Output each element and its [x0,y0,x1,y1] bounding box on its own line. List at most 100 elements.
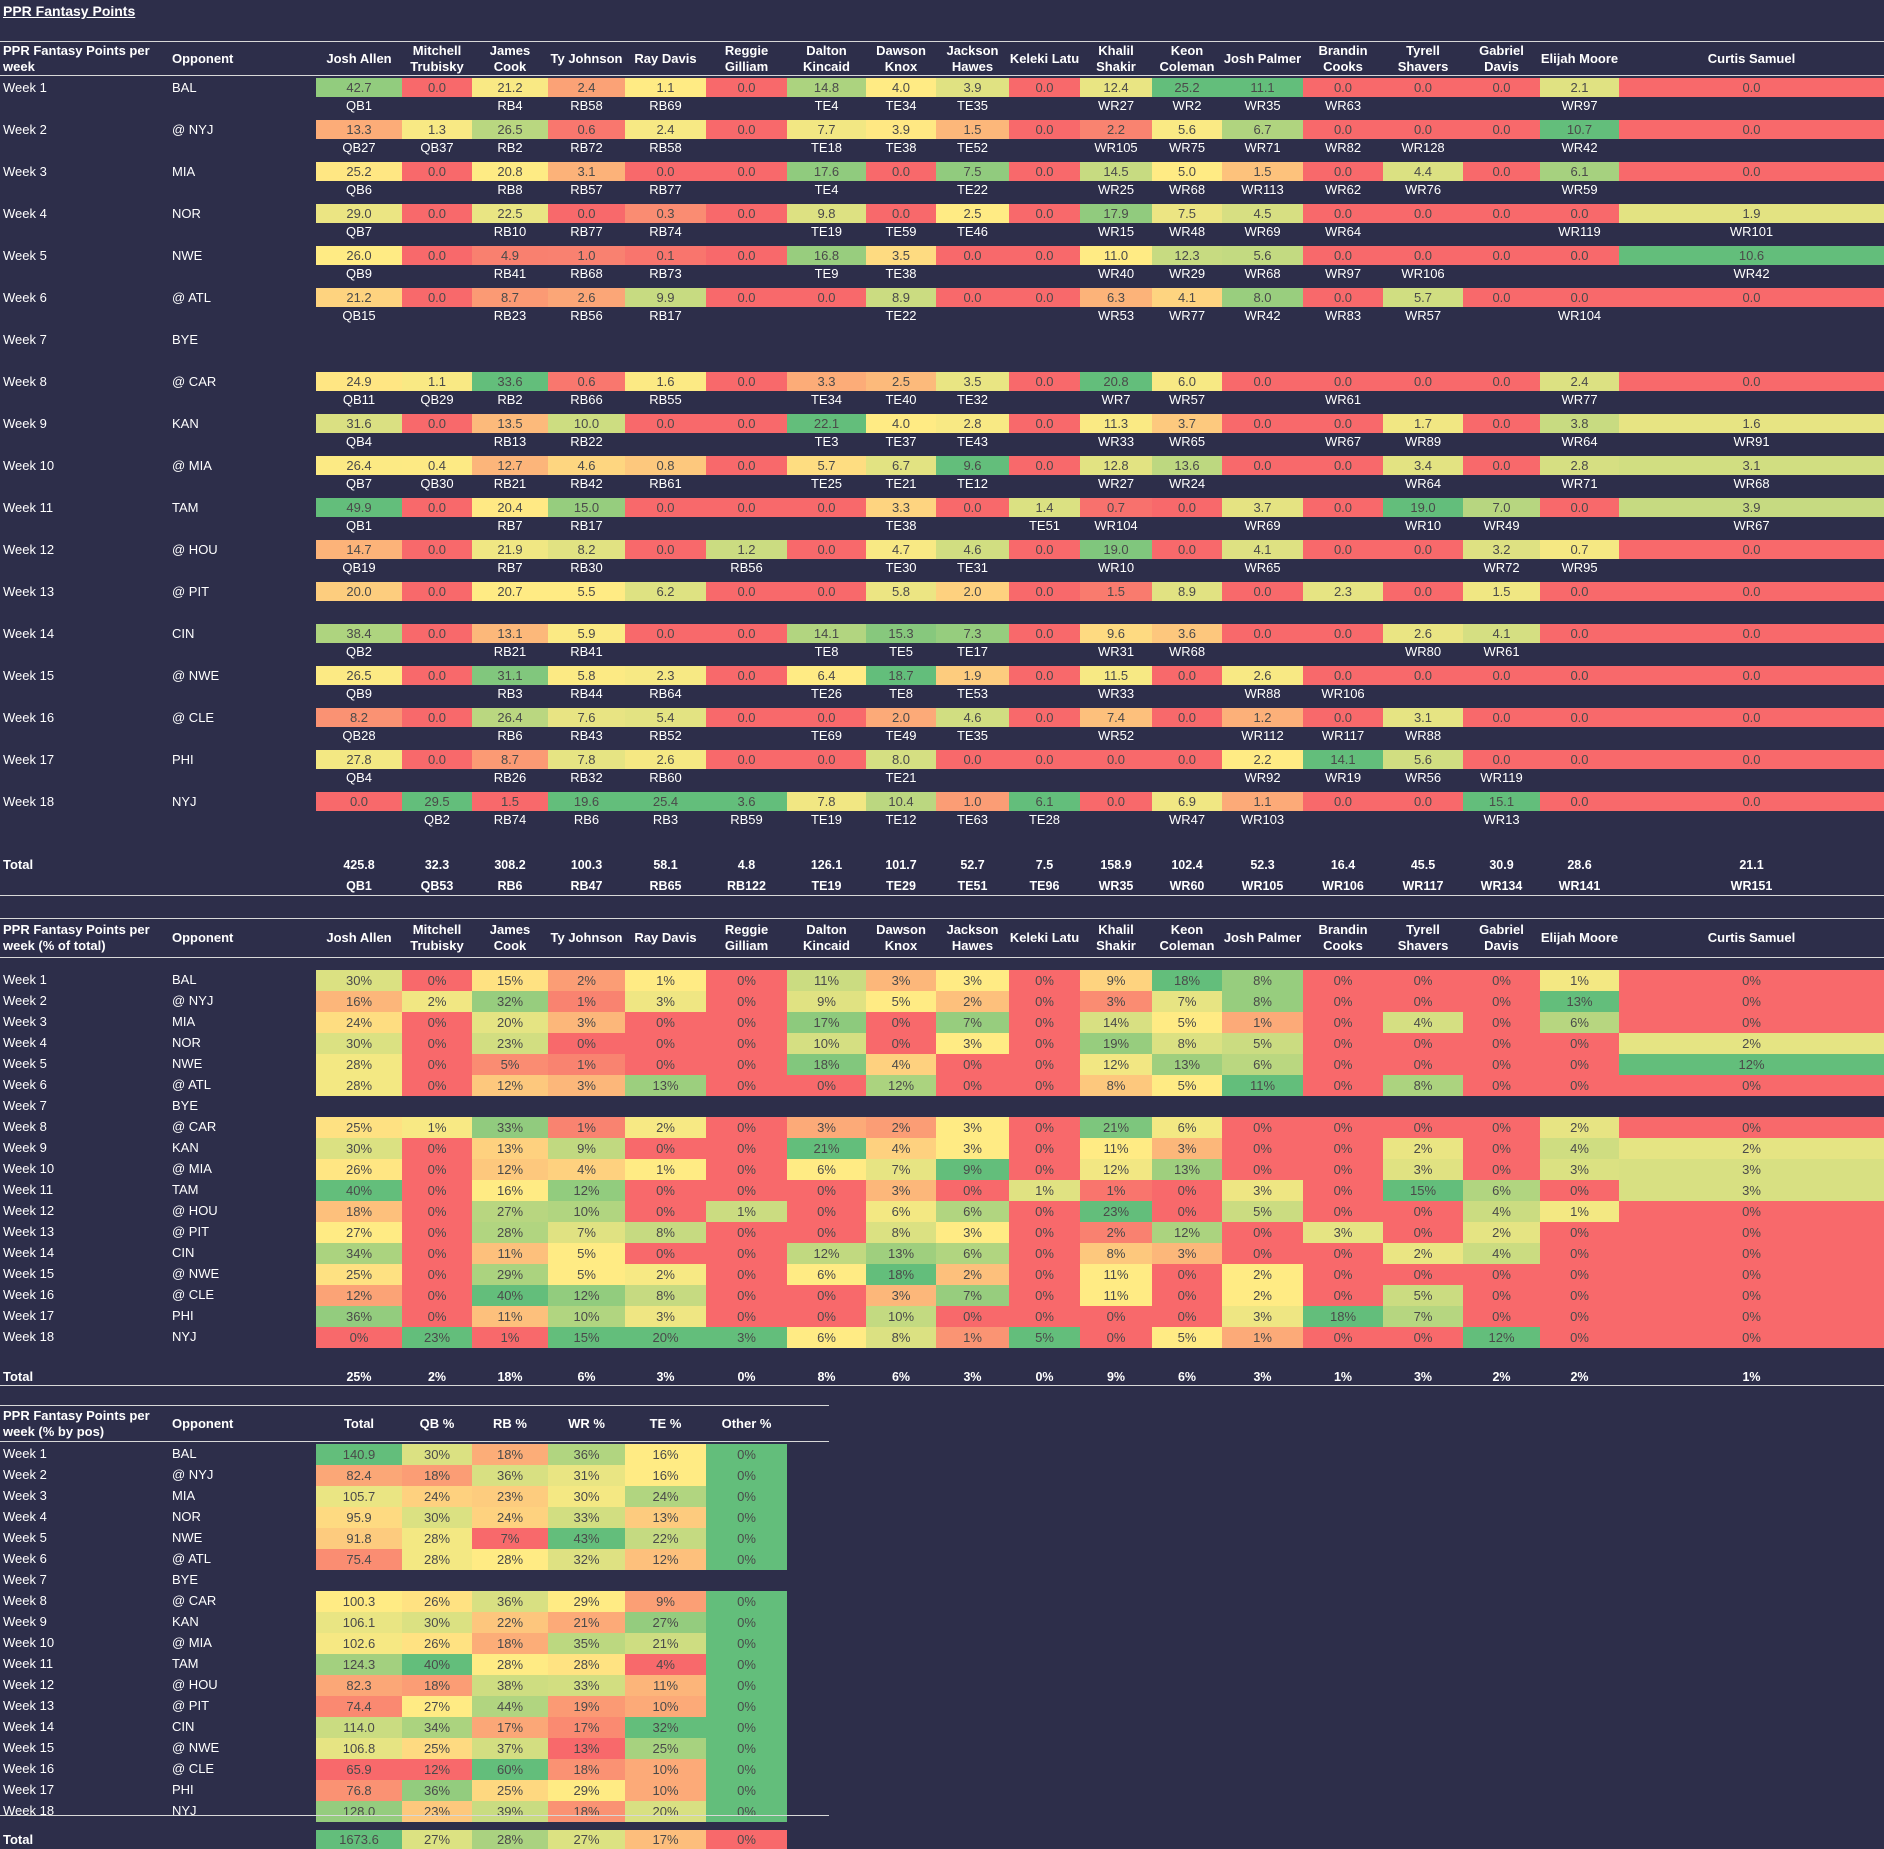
points-cell[interactable]: 3.6 [1152,624,1222,643]
rank-cell[interactable] [1009,643,1080,661]
pct-cell[interactable]: 12% [548,1180,625,1201]
points-cell[interactable]: 0.0 [1009,78,1080,97]
rank-cell[interactable] [787,559,866,577]
points-cell[interactable]: 0.0 [706,372,787,391]
pct-cell[interactable]: 4% [866,1138,936,1159]
pct-cell[interactable]: 13% [866,1243,936,1264]
total-rank-cell[interactable]: WR106 [1322,879,1364,893]
points-cell[interactable]: 0.0 [1152,708,1222,727]
points-cell[interactable]: 0.0 [1009,456,1080,475]
pos-pct-cell[interactable]: 33% [548,1507,625,1528]
player-header[interactable]: Ty Johnson [550,930,623,945]
rank-cell[interactable]: WR104 [1557,308,1602,323]
points-cell[interactable]: 15.0 [548,498,625,517]
rank-cell[interactable] [1463,223,1540,241]
points-cell[interactable]: 1.5 [1080,582,1152,601]
rank-cell[interactable] [402,97,472,115]
points-cell[interactable]: 10.0 [548,414,625,433]
total-cell[interactable]: 32.3 [424,858,450,872]
pos-pct-cell[interactable]: 18% [402,1675,472,1696]
points-cell[interactable]: 25.4 [625,792,706,811]
pct-cell[interactable]: 0% [866,1012,936,1033]
points-cell[interactable]: 0.0 [1383,120,1463,139]
points-cell[interactable]: 0.0 [706,498,787,517]
points-cell[interactable]: 14.1 [1303,750,1383,769]
points-cell[interactable]: 0.0 [1463,162,1540,181]
total-cell[interactable]: 6% [891,1370,911,1384]
rank-cell[interactable] [936,307,1009,325]
rank-cell[interactable] [787,517,866,535]
pct-cell[interactable]: 7% [866,1159,936,1180]
pct-cell[interactable]: 0% [402,1012,472,1033]
total-rank-cell[interactable]: RB65 [649,879,682,893]
rank-cell[interactable] [706,727,787,745]
rank-cell[interactable]: WR10 [1097,560,1135,575]
pct-cell[interactable]: 8% [1080,1243,1152,1264]
pos-pct-cell[interactable]: 28% [402,1528,472,1549]
points-cell[interactable]: 0.0 [1009,624,1080,643]
rank-cell[interactable]: QB11 [342,392,376,407]
rank-cell[interactable] [1383,601,1463,619]
points-cell[interactable]: 0.0 [1303,78,1383,97]
points-cell[interactable]: 26.5 [316,666,402,685]
player-header[interactable]: Brandin Cooks [1318,42,1368,74]
pct-cell[interactable]: 11% [1080,1138,1152,1159]
points-cell[interactable]: 0.0 [1303,162,1383,181]
pct-cell[interactable]: 3% [625,991,706,1012]
pct-cell[interactable]: 28% [472,1222,548,1243]
points-cell[interactable]: 0.0 [1303,540,1383,559]
rank-cell[interactable]: RB41 [493,266,527,281]
total-rank-cell[interactable]: WR105 [1241,879,1284,893]
pct-cell[interactable]: 2% [1463,1222,1540,1243]
week-label[interactable]: Week 13 [3,583,55,599]
points-cell[interactable]: 31.1 [472,666,548,685]
points-cell[interactable]: 3.3 [787,372,866,391]
total-cell[interactable]: 100.3 [570,858,603,872]
pct-cell[interactable]: 0% [706,1117,787,1138]
pos-pct-cell[interactable]: 31% [548,1465,625,1486]
player-header[interactable]: Khalil Shakir [1096,42,1136,74]
player-header[interactable]: Keleki Latu [1009,50,1080,66]
pct-cell[interactable]: 2% [625,1264,706,1285]
rank-cell[interactable] [706,391,787,409]
points-cell[interactable]: 0.0 [402,624,472,643]
points-cell[interactable]: 0.0 [706,666,787,685]
rank-cell[interactable] [402,559,472,577]
points-cell[interactable]: 2.2 [1080,120,1152,139]
player-header[interactable]: Keon Coleman [1159,42,1215,74]
rank-cell[interactable] [402,223,472,241]
points-cell[interactable]: 2.3 [1303,582,1383,601]
points-cell[interactable]: 0.0 [1540,750,1619,769]
points-cell[interactable]: 7.6 [548,708,625,727]
pos-pct-cell[interactable]: 9% [625,1591,706,1612]
total-cell[interactable]: 101.7 [885,858,917,872]
points-cell[interactable]: 0.0 [936,498,1009,517]
rank-cell[interactable] [1152,559,1222,577]
pos-total-cell[interactable]: 17% [625,1830,706,1849]
pos-pct-cell[interactable]: 16% [625,1465,706,1486]
rank-cell[interactable]: WR57 [1404,308,1442,323]
rank-cell[interactable] [1383,97,1463,115]
pct-cell[interactable]: 23% [1080,1201,1152,1222]
pct-cell[interactable]: 0% [402,1159,472,1180]
rank-cell[interactable]: WR68 [1733,476,1770,491]
points-cell[interactable]: 3.6 [706,792,787,811]
rank-cell[interactable]: RB77 [649,182,682,197]
points-cell[interactable]: 0.0 [1463,372,1540,391]
week-label[interactable]: Week 4 [3,1508,47,1524]
week-label[interactable]: Week 10 [3,457,55,473]
pct-cell[interactable]: 26% [316,1159,402,1180]
rank-cell[interactable]: WR75 [1168,140,1206,155]
pct-cell[interactable]: 3% [1619,1159,1884,1180]
total-cell[interactable]: 25% [346,1370,372,1384]
rank-cell[interactable]: RB44 [570,686,603,701]
rank-cell[interactable] [1303,811,1383,829]
points-cell[interactable]: 10.6 [1619,246,1884,265]
rank-cell[interactable] [1303,601,1383,619]
total-cell[interactable]: 7.5 [1035,858,1054,872]
opponent-cell[interactable]: @ CLE [172,1760,215,1776]
pct-cell[interactable]: 0% [1303,1033,1383,1054]
week-label[interactable]: Week 15 [3,667,55,683]
rank-cell[interactable] [1080,769,1152,787]
pct-cell[interactable]: 14% [1080,1012,1152,1033]
